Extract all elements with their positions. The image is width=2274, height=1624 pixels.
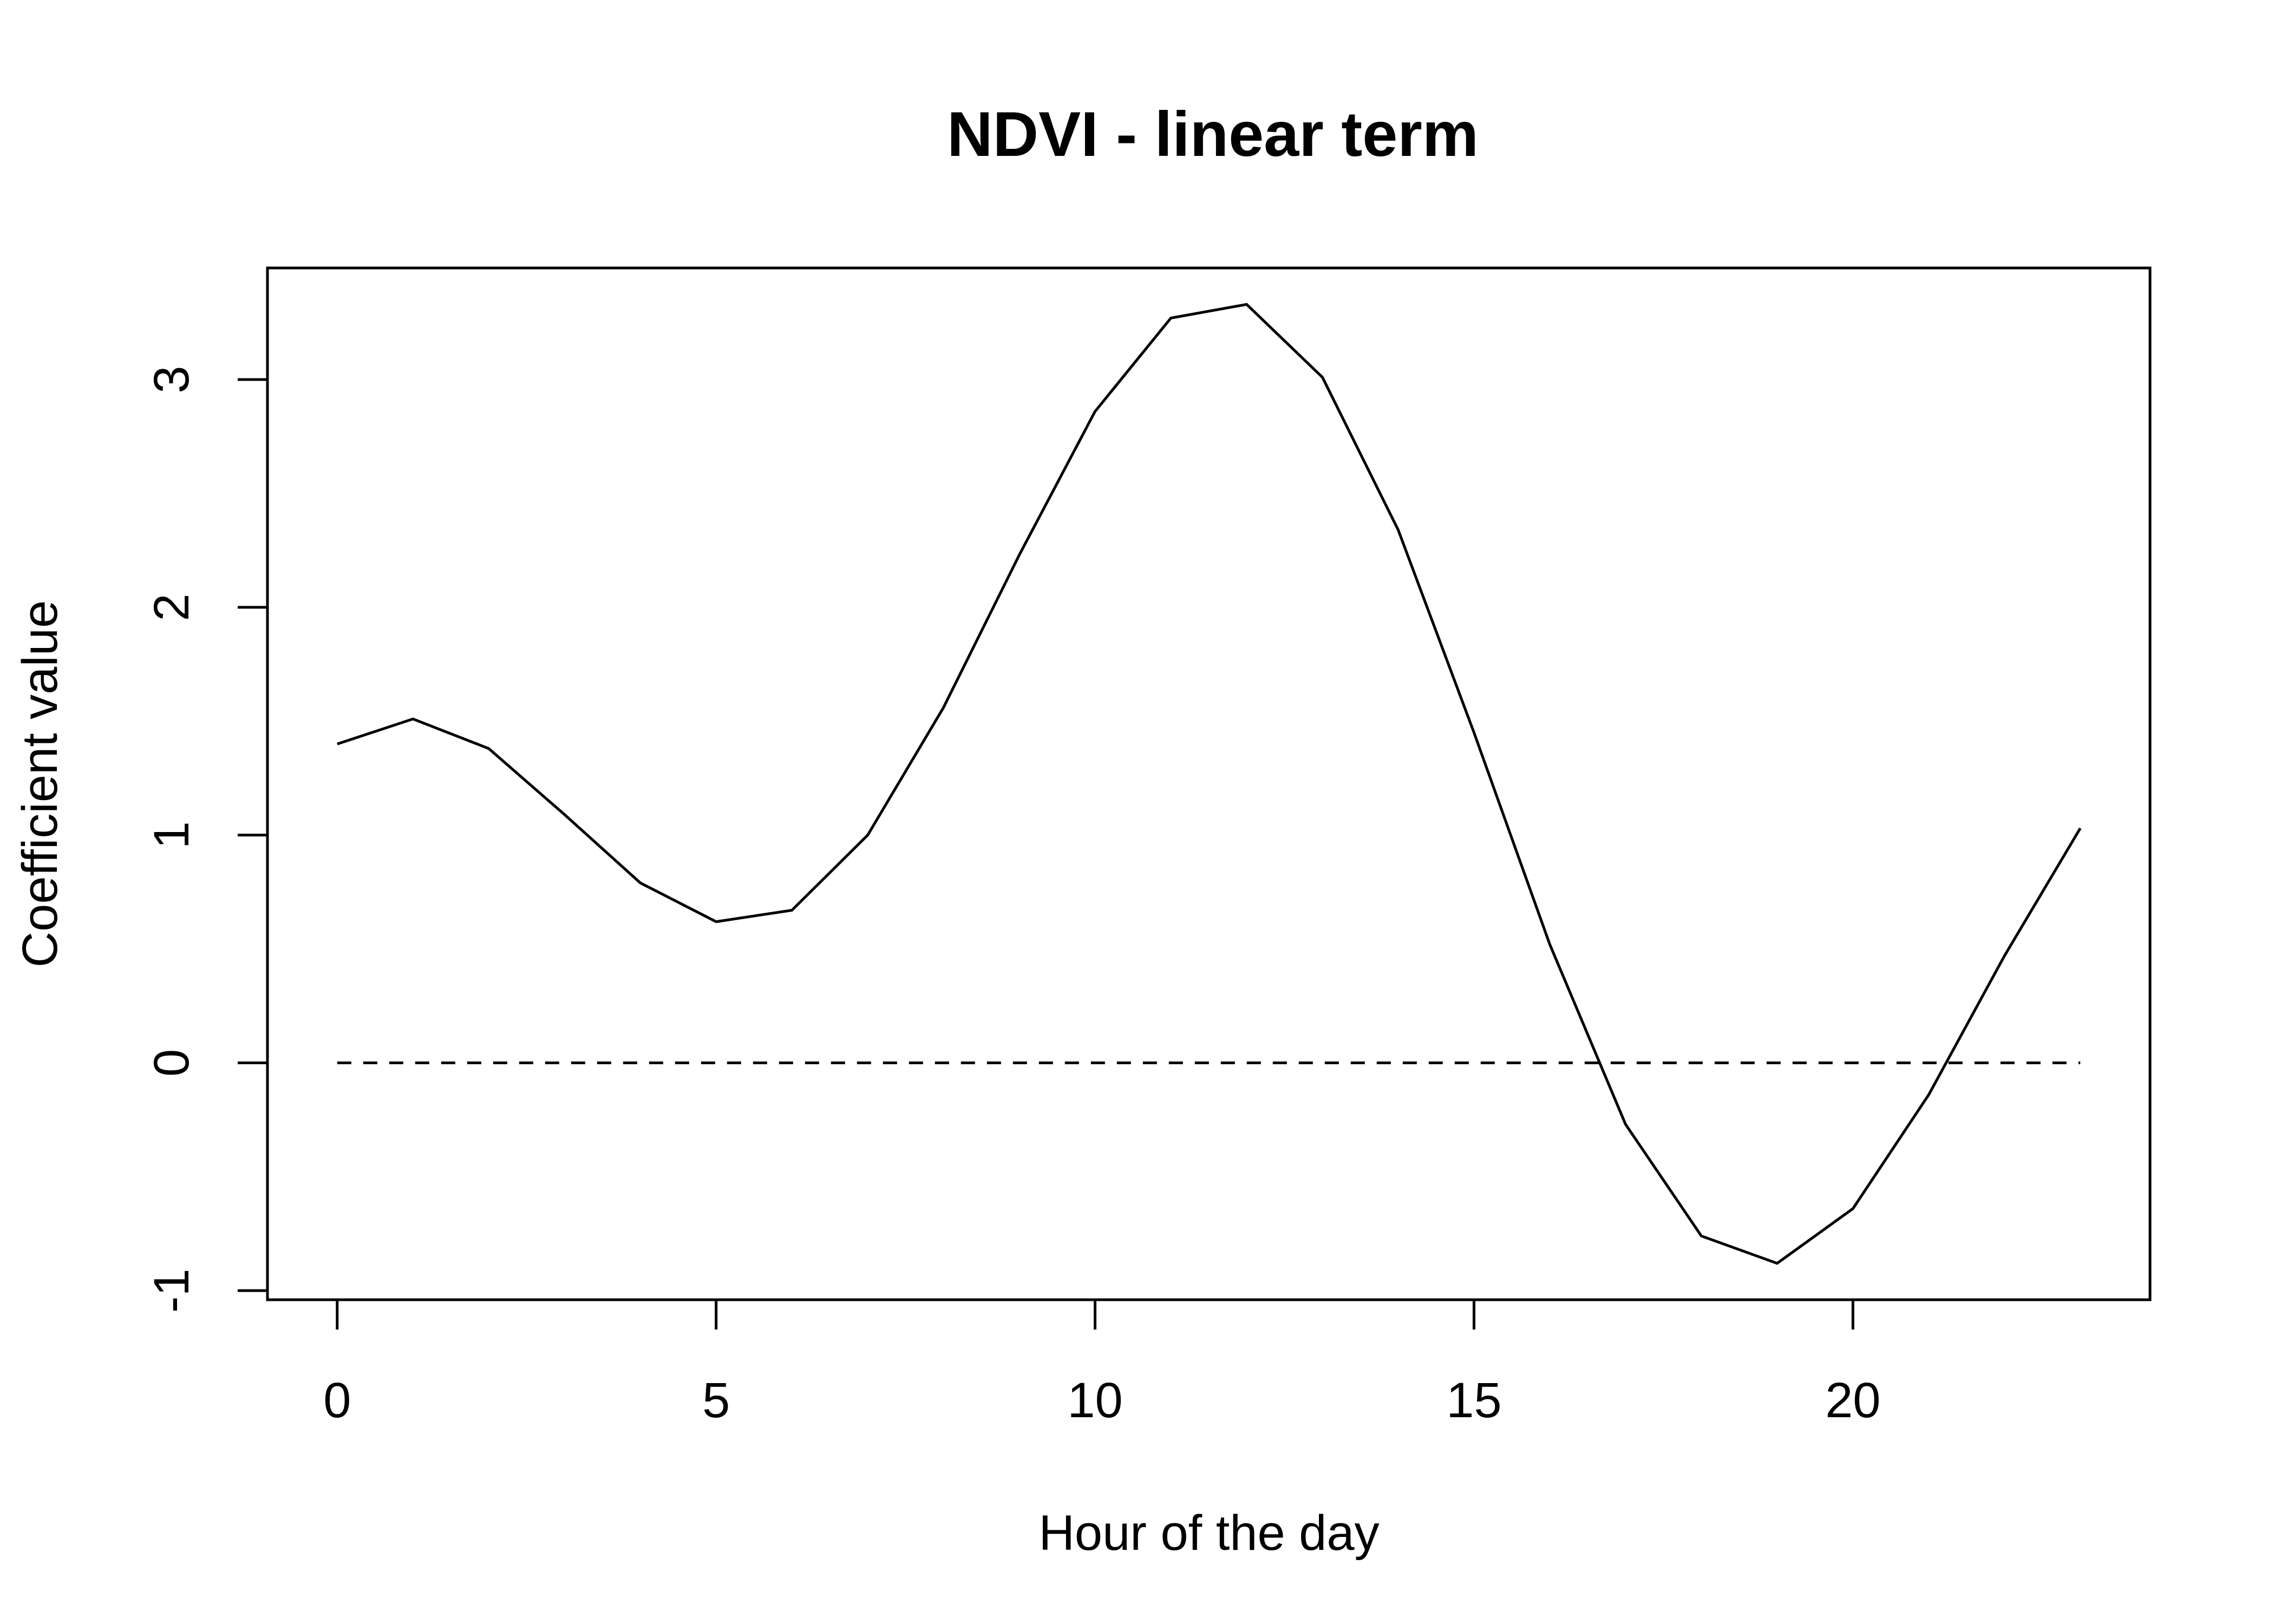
y-tick-label: 1 [144,821,199,849]
y-tick-label: 2 [144,593,199,621]
chart-title: NDVI - linear term [947,99,1479,169]
y-axis-label: Coefficient value [12,600,68,968]
x-tick-label: 10 [1067,1373,1122,1428]
y-axis: -1 0 1 2 3 [144,366,269,1313]
y-tick-label: 0 [144,1049,199,1077]
plot-frame [266,266,2152,1301]
y-tick-label: 3 [144,366,199,394]
series-line-coefficient [337,303,2082,1265]
x-tick-label: 20 [1825,1373,1880,1428]
x-axis: 0 5 10 15 20 [323,1298,1880,1428]
x-tick-label: 15 [1446,1373,1501,1428]
x-axis-label: Hour of the day [1038,1505,1379,1561]
x-tick-label: 5 [702,1373,730,1428]
x-tick-label: 0 [323,1373,351,1428]
y-tick-label: -1 [144,1268,199,1313]
